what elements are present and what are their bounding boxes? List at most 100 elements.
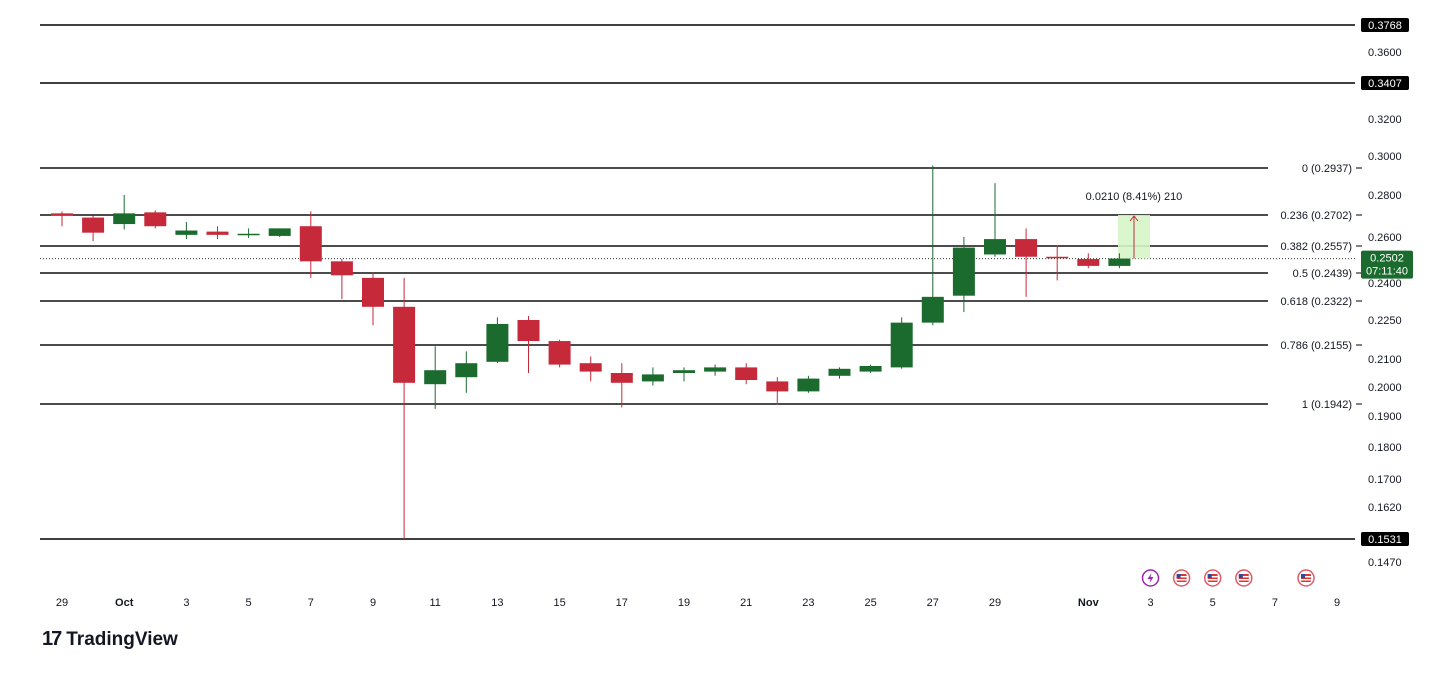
candle-body xyxy=(735,367,758,380)
current-price-tag xyxy=(1361,250,1413,279)
price-axis-tick-label: 0.3600 xyxy=(1368,47,1402,59)
candle xyxy=(828,367,851,379)
candle xyxy=(797,375,820,393)
candle xyxy=(673,367,695,382)
candle-body xyxy=(1077,259,1100,266)
candle-body xyxy=(890,322,913,368)
price-axis-tick-label: 0.2000 xyxy=(1368,382,1402,394)
candle xyxy=(175,221,198,240)
candle-body xyxy=(330,261,353,276)
fib-level-label: 1 (0.1942) xyxy=(1302,399,1352,411)
price-range-measure: 0.0210 (8.41%) 210 xyxy=(1086,191,1182,259)
flag-canton xyxy=(1238,574,1243,578)
candle xyxy=(1046,245,1069,281)
candle-body xyxy=(984,239,1006,255)
candle xyxy=(51,211,73,227)
event-markers xyxy=(1141,569,1315,587)
candle-body xyxy=(859,366,882,372)
candle xyxy=(362,272,384,326)
candle-body xyxy=(113,213,136,225)
current-price-countdown: 07:11:40 xyxy=(1366,266,1408,278)
candle xyxy=(952,237,975,313)
tradingview-logo-mark: 17 xyxy=(42,628,62,650)
time-axis-tick-label: 9 xyxy=(1334,597,1340,609)
candle-body xyxy=(921,296,944,323)
flag-canton xyxy=(1207,574,1212,578)
candle-body xyxy=(673,370,695,373)
level-price-tag-label: 0.1531 xyxy=(1368,534,1402,546)
candle-body xyxy=(1015,239,1038,257)
price-axis-tick-label: 0.2600 xyxy=(1368,232,1402,244)
candle-body xyxy=(455,363,478,378)
time-axis-tick-label: 5 xyxy=(246,597,252,609)
time-axis-tick-label: 23 xyxy=(802,597,814,609)
candle xyxy=(486,317,509,364)
fib-level-label: 0.5 (0.2439) xyxy=(1293,268,1352,280)
level-price-tag-label: 0.3407 xyxy=(1368,78,1402,90)
candle xyxy=(144,210,167,229)
candle-body xyxy=(237,233,260,236)
candle xyxy=(299,211,322,278)
candle-body xyxy=(206,231,229,235)
candle xyxy=(859,364,882,373)
fib-level-label: 0.382 (0.2557) xyxy=(1280,241,1352,253)
fib-level-label: 0 (0.2937) xyxy=(1302,163,1352,175)
candle-body xyxy=(82,217,105,233)
candle-body xyxy=(704,367,727,372)
flag-stripe-white xyxy=(1301,579,1311,581)
time-axis-tick-label: 29 xyxy=(56,597,68,609)
flag-stripe-white xyxy=(1238,576,1249,578)
time-axis-tick-label: 7 xyxy=(1272,597,1278,609)
candle xyxy=(237,228,260,239)
candle-body xyxy=(175,230,198,235)
level-price-tag xyxy=(1361,18,1409,32)
time-axis-tick-label: 3 xyxy=(1147,597,1153,609)
candle-body xyxy=(610,373,633,383)
level-price-tag-label: 0.3768 xyxy=(1368,20,1402,32)
fib-level-label: 0.618 (0.2322) xyxy=(1280,296,1352,308)
candle xyxy=(610,363,633,408)
candle-body xyxy=(51,213,73,216)
time-axis-tick-label: 29 xyxy=(989,597,1001,609)
time-axis-tick-label: 27 xyxy=(927,597,939,609)
price-axis-tick-label: 0.2800 xyxy=(1368,190,1402,202)
candle-body xyxy=(766,381,789,392)
flag-stripe-white xyxy=(1207,576,1218,578)
horizontal-levels xyxy=(40,24,1355,540)
fib-level-label: 0.786 (0.2155) xyxy=(1280,340,1352,352)
flag-stripe-white xyxy=(1207,579,1218,581)
tradingview-logo-text: TradingView xyxy=(66,628,178,650)
candle-body xyxy=(548,341,571,365)
candle-body xyxy=(828,368,851,376)
candle-body xyxy=(1046,256,1069,259)
price-axis[interactable]: 0.3600 0.3200 0.3000 0.2800 0.2600 0.2400 0.22… xyxy=(1361,18,1413,569)
time-axis[interactable]: 29 Oct 3 5 7 9 11 13 15 17 19 21 23 25 27 29 Nov 3 5 7 9 xyxy=(56,597,1340,609)
flag-canton xyxy=(1176,574,1181,578)
candle xyxy=(424,346,447,409)
candle xyxy=(1077,253,1100,269)
candle-body xyxy=(486,323,509,362)
fib-level-label: 0.236 (0.2702) xyxy=(1280,210,1352,222)
time-axis-tick-label: 5 xyxy=(1210,597,1216,609)
candle-body xyxy=(299,226,322,262)
time-axis-tick-label: 19 xyxy=(678,597,690,609)
candle xyxy=(735,363,758,385)
candle-body xyxy=(268,228,291,236)
flag-stripe-white xyxy=(1176,579,1187,581)
time-axis-tick-label: 21 xyxy=(740,597,752,609)
candle-body xyxy=(952,247,975,296)
candle xyxy=(1108,253,1131,269)
price-axis-tick-label: 0.1620 xyxy=(1368,502,1402,514)
candle-body xyxy=(424,370,447,385)
candle xyxy=(517,316,540,373)
price-axis-tick-label: 0.1800 xyxy=(1368,442,1402,454)
lightning-bolt-glyph xyxy=(1147,573,1154,583)
time-axis-tick-label: 9 xyxy=(370,597,376,609)
flag-stripe-white xyxy=(1301,576,1311,578)
candlesticks xyxy=(51,165,1131,539)
flag-canton xyxy=(1301,574,1305,578)
time-axis-tick-label: Nov xyxy=(1078,597,1100,609)
tradingview-logo: 17 TradingView xyxy=(42,628,178,651)
price-axis-tick-label: 0.3000 xyxy=(1368,151,1402,163)
